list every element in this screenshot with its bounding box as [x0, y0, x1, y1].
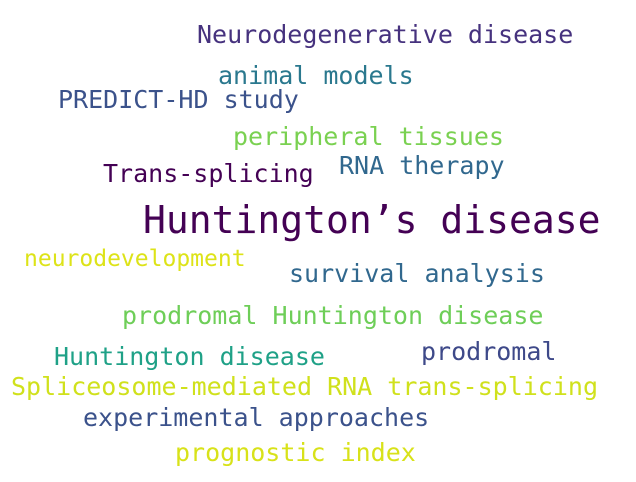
- word-experimental-approaches: experimental approaches: [83, 403, 430, 432]
- word-trans-splicing: Trans-splicing: [103, 159, 314, 188]
- word-rna-therapy: RNA therapy: [339, 151, 505, 180]
- word-survival-analysis: survival analysis: [289, 259, 545, 288]
- word-animal-models: animal models: [218, 61, 414, 90]
- word-spliceosome-mediated-rna-trans-splicing: Spliceosome-mediated RNA trans-splicing: [11, 372, 598, 401]
- word-prodromal-huntington-disease: prodromal Huntington disease: [122, 301, 544, 330]
- word-neurodegenerative-disease: Neurodegenerative disease: [197, 20, 574, 49]
- word-huntingtons-disease: Huntington’s disease: [143, 198, 601, 242]
- word-peripheral-tissues: peripheral tissues: [233, 122, 504, 151]
- word-prognostic-index: prognostic index: [175, 438, 416, 467]
- word-huntington-disease: Huntington disease: [54, 342, 325, 371]
- word-predict-hd-study: PREDICT-HD study: [58, 85, 299, 114]
- word-prodromal: prodromal: [421, 337, 557, 366]
- word-neurodevelopment: neurodevelopment: [24, 246, 246, 272]
